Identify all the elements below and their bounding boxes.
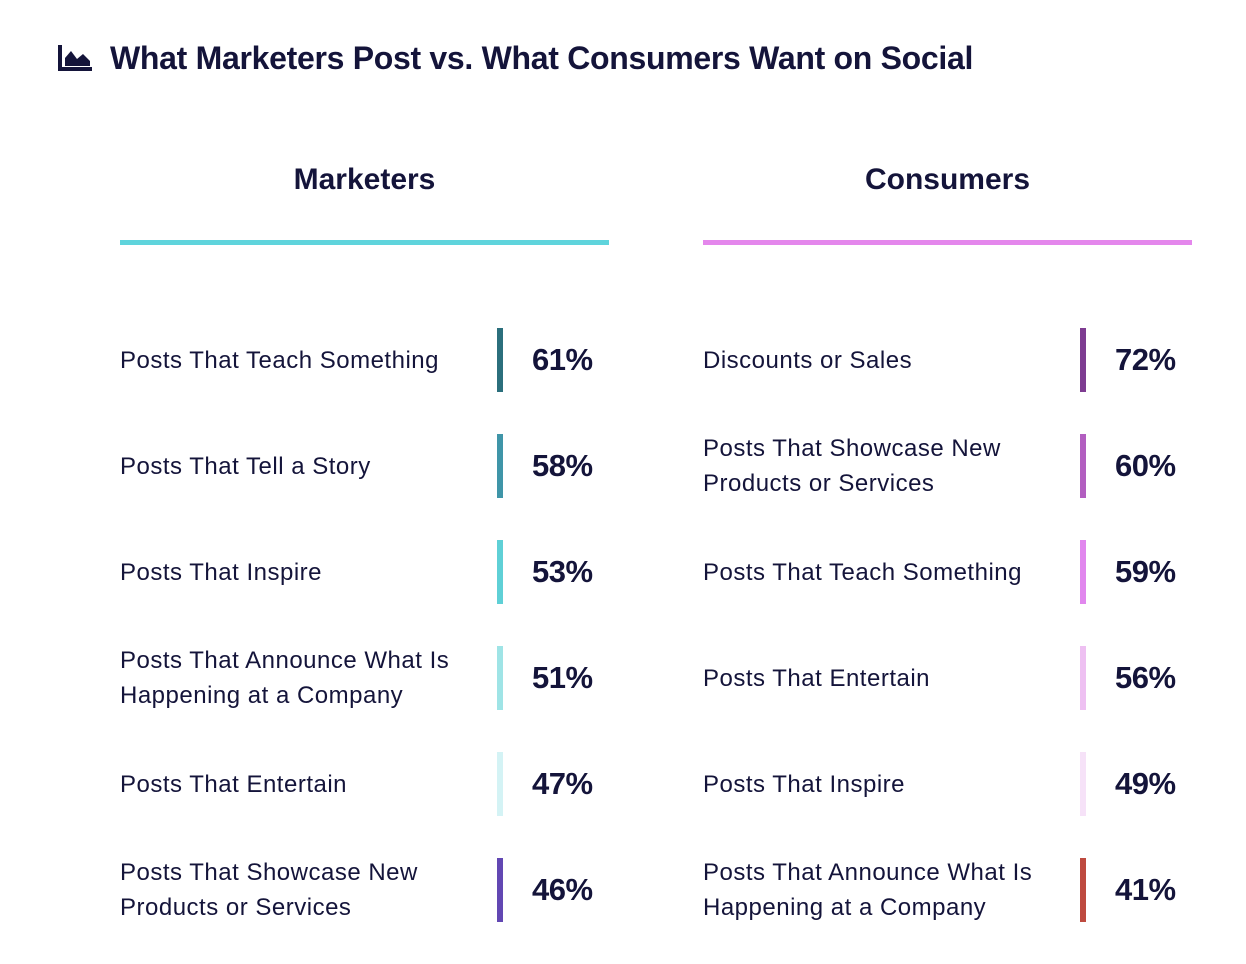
row-percentage: 51%	[532, 660, 593, 695]
row-label: Posts That Tell a Story	[120, 452, 371, 480]
row-percentage: 60%	[1115, 448, 1176, 483]
area-chart-icon	[58, 43, 94, 73]
row-color-bar	[497, 540, 503, 604]
table-row: Posts That Inspire 49%	[703, 752, 1192, 858]
row-percentage: 56%	[1115, 660, 1176, 695]
row-color-bar	[1080, 646, 1086, 710]
table-row: Posts That Entertain 47%	[120, 752, 609, 858]
row-label: Posts That Inspire	[120, 558, 322, 586]
column-heading: Marketers	[293, 163, 436, 196]
row-percentage: 53%	[532, 554, 593, 589]
marketers-rows: Posts That Teach Something 61% Posts That …	[120, 328, 609, 964]
row-color-bar	[1080, 434, 1086, 498]
row-percentage: 72%	[1115, 342, 1176, 377]
row-percentage: 47%	[532, 766, 593, 801]
table-row: Posts That Teach Something 59%	[703, 540, 1192, 646]
chart-title: What Marketers Post vs. What Consumers W…	[110, 39, 974, 76]
row-color-bar	[1080, 328, 1086, 392]
column-heading: Consumers	[864, 163, 1031, 196]
row-color-bar	[1080, 858, 1086, 922]
row-percentage: 59%	[1115, 554, 1176, 589]
row-label: Posts That Teach Something	[120, 346, 439, 374]
row-label: Posts That Teach Something	[703, 558, 1022, 586]
table-row: Posts That Inspire 53%	[120, 540, 609, 646]
row-label: Posts That Announce What Is Happening at…	[703, 859, 1033, 921]
row-label: Posts That Announce What Is Happening at…	[120, 647, 450, 709]
row-label: Posts That Showcase New Products or Serv…	[703, 435, 1001, 497]
table-row: Posts That Showcase New Products or Serv…	[120, 858, 609, 964]
marketers-column: Marketers Posts That Teach Something 61% P…	[120, 150, 609, 922]
column-rule	[120, 240, 609, 245]
row-percentage: 58%	[532, 448, 593, 483]
column-rule	[703, 240, 1192, 245]
table-row: Posts That Tell a Story 58%	[120, 434, 609, 540]
table-row: Posts That Showcase New Products or Serv…	[703, 434, 1192, 540]
row-label: Discounts or Sales	[703, 346, 913, 374]
row-percentage: 41%	[1115, 872, 1176, 907]
row-color-bar	[497, 752, 503, 816]
chart-header: What Marketers Post vs. What Consumers W…	[58, 36, 973, 80]
consumers-rows: Discounts or Sales 72% Posts That Showcase…	[703, 328, 1192, 964]
table-row: Discounts or Sales 72%	[703, 328, 1192, 434]
row-color-bar	[1080, 752, 1086, 816]
row-label: Posts That Entertain	[120, 770, 348, 798]
row-label: Posts That Inspire	[703, 770, 905, 798]
row-color-bar	[1080, 540, 1086, 604]
table-row: Posts That Announce What Is Happening at…	[120, 646, 609, 752]
row-color-bar	[497, 328, 503, 392]
row-label: Posts That Entertain	[703, 664, 931, 692]
row-color-bar	[497, 434, 503, 498]
row-percentage: 46%	[532, 872, 593, 907]
row-label: Posts That Showcase New Products or Serv…	[120, 859, 418, 921]
row-percentage: 49%	[1115, 766, 1176, 801]
row-color-bar	[497, 858, 503, 922]
row-percentage: 61%	[532, 342, 593, 377]
row-color-bar	[497, 646, 503, 710]
table-row: Posts That Entertain 56%	[703, 646, 1192, 752]
table-row: Posts That Teach Something 61%	[120, 328, 609, 434]
table-row: Posts That Announce What Is Happening at…	[703, 858, 1192, 964]
consumers-column: Consumers Discounts or Sales 72% Posts Tha…	[703, 150, 1192, 922]
